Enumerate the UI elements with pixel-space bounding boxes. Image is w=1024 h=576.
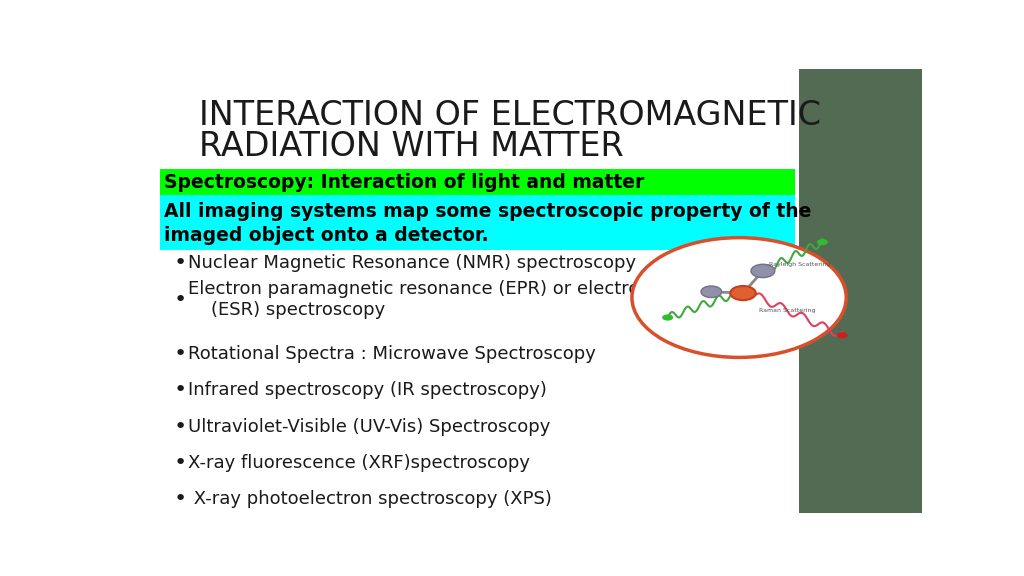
Bar — [160, 195, 795, 250]
Text: Rayleigh Scattering: Rayleigh Scattering — [769, 263, 830, 267]
Text: imaged object onto a detector.: imaged object onto a detector. — [164, 226, 488, 245]
Text: Ultraviolet-Visible (UV-Vis) Spectroscopy: Ultraviolet-Visible (UV-Vis) Spectroscop… — [187, 418, 550, 435]
Text: •: • — [174, 344, 187, 364]
Circle shape — [751, 264, 775, 278]
Text: All imaging systems map some spectroscopic property of the: All imaging systems map some spectroscop… — [164, 202, 811, 221]
Text: X-ray photoelectron spectroscopy (XPS): X-ray photoelectron spectroscopy (XPS) — [187, 490, 551, 509]
Circle shape — [701, 286, 722, 298]
Text: Spectroscopy: Interaction of light and matter: Spectroscopy: Interaction of light and m… — [164, 173, 644, 192]
Text: •: • — [174, 380, 187, 400]
Text: •: • — [174, 453, 187, 473]
Circle shape — [663, 314, 673, 321]
Text: Infrared spectroscopy (IR spectroscopy): Infrared spectroscopy (IR spectroscopy) — [187, 381, 547, 399]
Text: RADIATION WITH MATTER: RADIATION WITH MATTER — [200, 130, 625, 163]
Text: •: • — [174, 416, 187, 437]
Text: Nuclear Magnetic Resonance (NMR) spectroscopy: Nuclear Magnetic Resonance (NMR) spectro… — [187, 255, 636, 272]
Text: Raman Scattering: Raman Scattering — [759, 308, 815, 313]
Circle shape — [632, 238, 846, 357]
Text: Electron paramagnetic resonance (EPR) or electron spin resonar
    (ESR) spectro: Electron paramagnetic resonance (EPR) or… — [187, 281, 768, 319]
Bar — [160, 169, 795, 197]
Circle shape — [817, 239, 828, 245]
Text: •: • — [174, 490, 187, 509]
Bar — [799, 69, 922, 513]
Text: Rotational Spectra : Microwave Spectroscopy: Rotational Spectra : Microwave Spectrosc… — [187, 345, 595, 363]
Text: INTERACTION OF ELECTROMAGNETIC: INTERACTION OF ELECTROMAGNETIC — [200, 99, 821, 132]
Circle shape — [837, 332, 848, 338]
Text: X-ray fluorescence (XRF)spectroscopy: X-ray fluorescence (XRF)spectroscopy — [187, 454, 529, 472]
Text: •: • — [174, 290, 187, 310]
Text: •: • — [174, 253, 187, 274]
Circle shape — [730, 286, 756, 300]
